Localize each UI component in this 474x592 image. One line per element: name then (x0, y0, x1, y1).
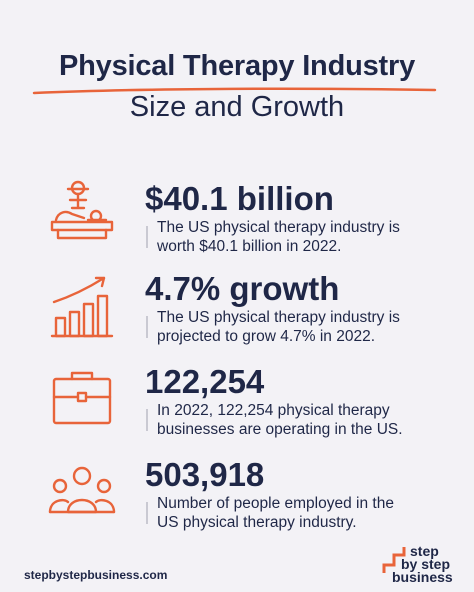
stat-description-line: The US physical therapy industry is (157, 309, 400, 326)
growth-bar-chart-icon (50, 276, 114, 338)
stat-description-line: businesses are operating in the US. (157, 421, 403, 438)
logo-step-mark (382, 547, 406, 573)
stat-description-line: projected to grow 4.7% in 2022. (157, 328, 375, 345)
brand-logo: step by step business (380, 543, 453, 587)
stat-description-line: US physical therapy industry. (157, 514, 357, 531)
people-group-icon (48, 466, 116, 514)
stat-description: In 2022, 122,254 physical therapy busine… (157, 401, 447, 439)
stat-description: The US physical therapy industry is proj… (157, 308, 447, 346)
stat-description-line: worth $40.1 billion in 2022. (157, 238, 342, 255)
briefcase-icon (52, 371, 112, 425)
stat-description: Number of people employed in the US phys… (157, 494, 447, 532)
divider-bar (146, 226, 148, 248)
footer-url: stepbystepbusiness.com (24, 568, 168, 582)
logo-text-line: by step (401, 556, 451, 572)
title-underline (32, 87, 437, 95)
stat-industry-size: $40.1 billion The US physical therapy in… (0, 180, 474, 270)
stat-businesses: 122,254 In 2022, 122,254 physical therap… (0, 363, 474, 453)
logo-text-line: business (392, 569, 453, 585)
divider-bar (146, 502, 148, 524)
stat-description-line: Number of people employed in the (157, 495, 394, 512)
page-title: Physical Therapy Industry (58, 50, 415, 82)
stat-value: $40.1 billion (145, 180, 334, 217)
stat-value: 122,254 (145, 363, 265, 400)
stat-value: 4.7% growth (145, 270, 340, 307)
logo-text-line: step (410, 543, 439, 559)
stat-employment: 503,918 Number of people employed in the… (0, 456, 474, 546)
stat-description-line: In 2022, 122,254 physical therapy (157, 402, 390, 419)
massage-table-icon (50, 180, 114, 240)
divider-bar (146, 409, 148, 431)
stat-description: The US physical therapy industry is wort… (157, 218, 447, 256)
divider-bar (146, 316, 148, 338)
stat-value: 503,918 (145, 456, 265, 493)
page-subtitle: Size and Growth (129, 91, 345, 123)
stat-description-line: The US physical therapy industry is (157, 219, 400, 236)
stat-growth: 4.7% growth The US physical therapy indu… (0, 270, 474, 360)
